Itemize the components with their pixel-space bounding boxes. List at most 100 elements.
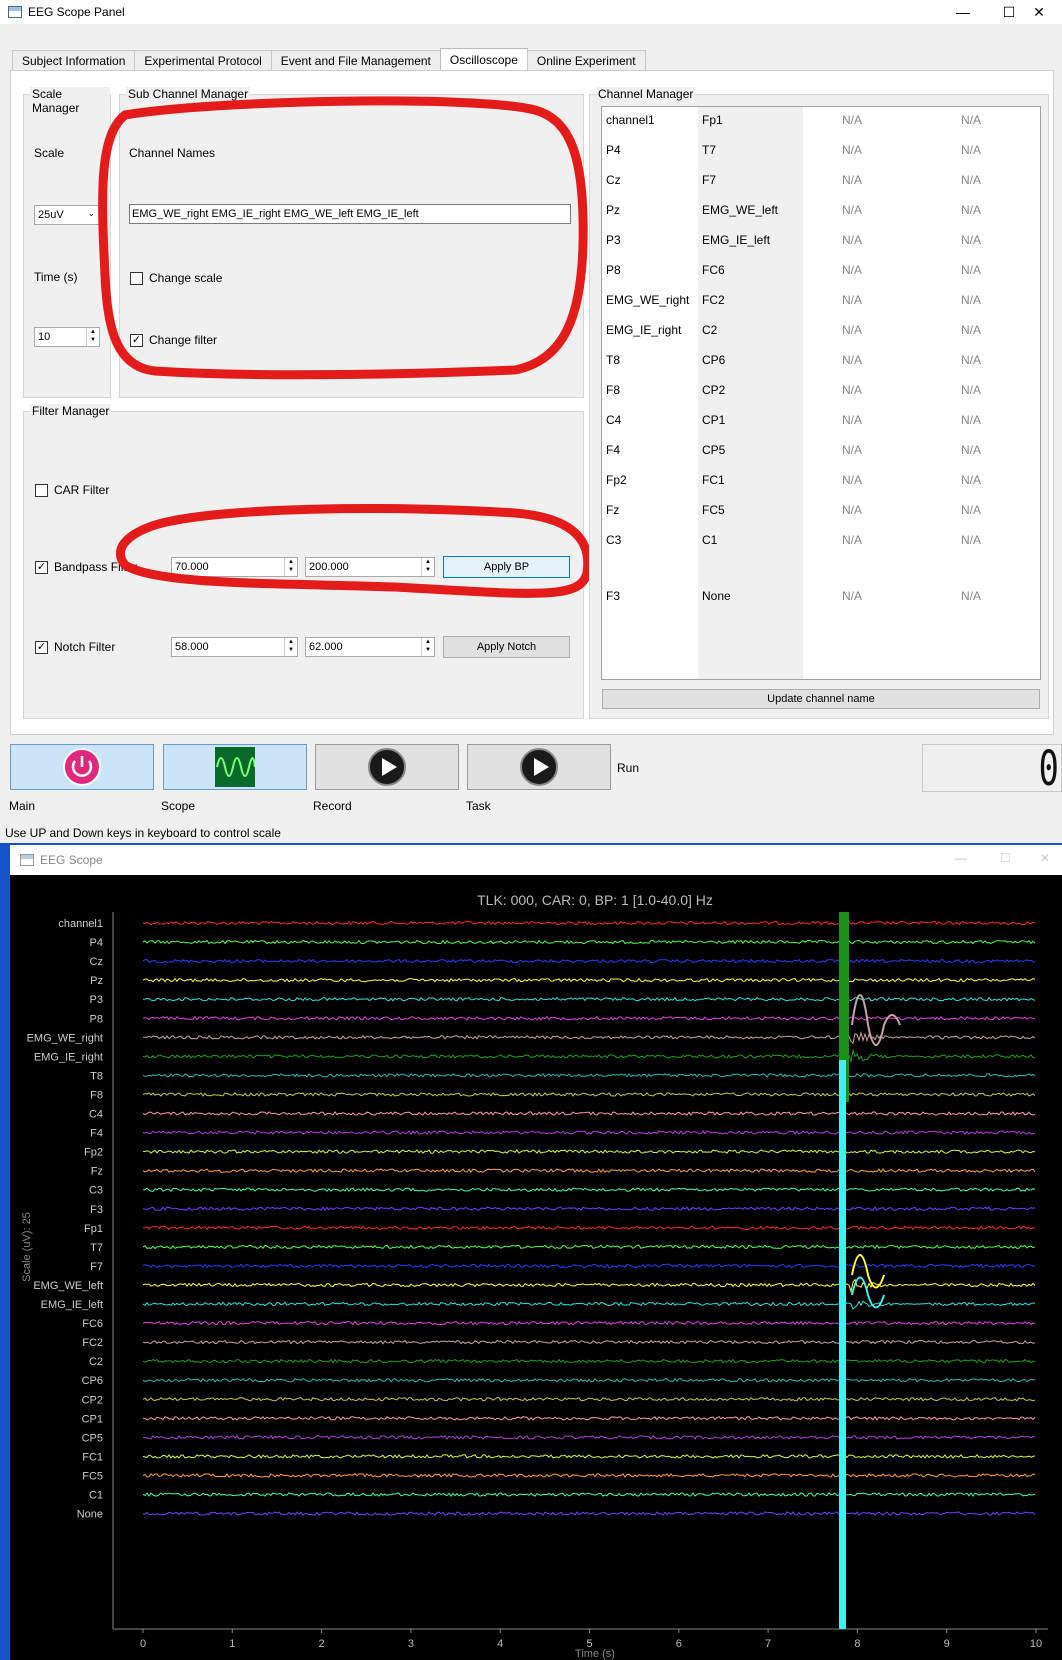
bp-low-spinbox[interactable]: 70.000 ▲ ▼ [171, 557, 298, 577]
channel-cell[interactable]: FC1 [702, 473, 725, 487]
apply-notch-button[interactable]: Apply Notch [443, 636, 570, 658]
channel-cell[interactable]: FC2 [702, 293, 725, 307]
channel-cell[interactable]: T8 [606, 353, 621, 367]
channel-cell[interactable]: N/A [842, 443, 863, 457]
close-button[interactable]: ✕ [1033, 3, 1045, 20]
record-button[interactable] [315, 744, 459, 790]
channel-cell[interactable]: CP1 [702, 413, 726, 427]
channel-row[interactable]: P8 FC6 N/A N/A [602, 263, 1040, 283]
channel-cell[interactable]: N/A [961, 383, 982, 397]
channel-cell[interactable]: CP2 [702, 383, 726, 397]
channel-cell[interactable]: CP5 [702, 443, 726, 457]
channel-cell[interactable]: N/A [842, 233, 863, 247]
main-button[interactable] [10, 744, 154, 790]
channel-cell[interactable]: N/A [961, 203, 982, 217]
channel-names-input[interactable]: EMG_WE_right EMG_IE_right EMG_WE_left EM… [129, 204, 571, 224]
channel-cell[interactable]: EMG_IE_right [606, 323, 682, 337]
channel-cell[interactable]: Pz [606, 203, 621, 217]
channel-cell[interactable]: F4 [606, 443, 621, 457]
channel-cell[interactable]: F8 [606, 383, 621, 397]
channel-row[interactable]: T8 CP6 N/A N/A [602, 353, 1040, 373]
minimize-button[interactable]: — [956, 4, 970, 20]
channel-cell[interactable]: N/A [842, 353, 863, 367]
spin-down-icon[interactable]: ▼ [288, 567, 294, 573]
channel-cell[interactable]: CP6 [702, 353, 726, 367]
channel-cell[interactable]: N/A [961, 533, 982, 547]
channel-cell[interactable]: EMG_WE_left [702, 203, 779, 217]
channel-cell[interactable]: N/A [842, 263, 863, 277]
maximize-button[interactable]: ☐ [1000, 851, 1011, 865]
scope-button[interactable] [163, 744, 307, 790]
minimize-button[interactable]: — [955, 851, 967, 865]
tab-oscilloscope[interactable]: Oscilloscope [439, 48, 528, 70]
channel-row[interactable]: P4 T7 N/A N/A [602, 143, 1040, 163]
channel-cell[interactable]: N/A [961, 503, 982, 517]
notch-low-spinbox[interactable]: 58.000 ▲ ▼ [171, 637, 298, 657]
tab-online-experiment[interactable]: Online Experiment [526, 50, 646, 70]
channel-cell[interactable]: T7 [702, 143, 717, 157]
channel-cell[interactable]: EMG_IE_left [702, 233, 771, 247]
update-channel-name-button[interactable]: Update channel name [602, 689, 1040, 709]
channel-cell[interactable]: N/A [961, 263, 982, 277]
time-spinbox[interactable]: 10 ▲ ▼ [34, 327, 100, 347]
spin-down-icon[interactable]: ▼ [90, 337, 96, 343]
channel-cell[interactable]: P8 [606, 263, 621, 277]
channel-cell[interactable]: FC5 [702, 503, 725, 517]
channel-cell[interactable]: F7 [702, 173, 717, 187]
channel-row[interactable]: channel1 Fp1 N/A N/A [602, 113, 1040, 133]
channel-row[interactable]: Fp2 FC1 N/A N/A [602, 473, 1040, 493]
notch-high-spinbox[interactable]: 62.000 ▲ ▼ [305, 637, 435, 657]
spin-up-icon[interactable]: ▲ [288, 559, 294, 565]
channel-cell[interactable]: N/A [961, 323, 982, 337]
channel-cell[interactable]: N/A [961, 143, 982, 157]
channel-cell[interactable]: N/A [842, 323, 863, 337]
channel-cell[interactable]: C1 [702, 533, 718, 547]
channel-row[interactable]: Fz FC5 N/A N/A [602, 503, 1040, 523]
channel-cell[interactable]: P4 [606, 143, 621, 157]
channel-row[interactable]: F8 CP2 N/A N/A [602, 383, 1040, 403]
change-filter-checkbox[interactable]: ✓ Change filter [130, 333, 217, 347]
bp-high-spinbox[interactable]: 200.000 ▲ ▼ [305, 557, 435, 577]
channel-cell[interactable]: F3 [606, 589, 621, 603]
channel-row[interactable]: C4 CP1 N/A N/A [602, 413, 1040, 433]
channel-cell[interactable]: N/A [842, 533, 863, 547]
channel-cell[interactable]: N/A [842, 143, 863, 157]
channel-row[interactable]: Cz F7 N/A N/A [602, 173, 1040, 193]
apply-bp-button[interactable]: Apply BP [443, 556, 570, 578]
channel-row[interactable]: P3 EMG_IE_left N/A N/A [602, 233, 1040, 253]
spin-up-icon[interactable]: ▲ [425, 559, 431, 565]
channel-cell[interactable]: Fp1 [702, 113, 723, 127]
channel-row[interactable]: EMG_IE_right C2 N/A N/A [602, 323, 1040, 343]
channel-row[interactable]: C3 C1 N/A N/A [602, 533, 1040, 553]
change-scale-checkbox[interactable]: Change scale [130, 271, 222, 285]
channel-cell[interactable]: C3 [606, 533, 622, 547]
channel-cell[interactable]: FC6 [702, 263, 725, 277]
close-button[interactable]: ✕ [1040, 851, 1051, 865]
channel-cell[interactable]: N/A [961, 233, 982, 247]
channel-cell[interactable]: N/A [961, 413, 982, 427]
channel-cell[interactable]: N/A [842, 113, 863, 127]
channel-cell[interactable]: N/A [842, 293, 863, 307]
channel-cell[interactable]: N/A [842, 473, 863, 487]
maximize-button[interactable]: ☐ [1002, 3, 1016, 20]
channel-cell[interactable]: C4 [606, 413, 622, 427]
channel-cell[interactable]: N/A [842, 503, 863, 517]
task-button[interactable] [467, 744, 611, 790]
channel-cell[interactable]: C2 [702, 323, 718, 337]
channel-cell[interactable]: Fp2 [606, 473, 627, 487]
channel-row[interactable]: Pz EMG_WE_left N/A N/A [602, 203, 1040, 223]
bandpass-filter-checkbox[interactable]: ✓ Bandpass Filter [35, 560, 137, 574]
channel-cell[interactable]: P3 [606, 233, 621, 247]
tab-subject-information[interactable]: Subject Information [12, 50, 136, 70]
channel-cell[interactable]: Cz [606, 173, 621, 187]
channel-cell[interactable]: N/A [961, 353, 982, 367]
channel-row[interactable]: EMG_WE_right FC2 N/A N/A [602, 293, 1040, 313]
channel-cell[interactable]: N/A [961, 173, 982, 187]
channel-cell[interactable]: N/A [842, 413, 863, 427]
channel-cell[interactable]: N/A [961, 113, 982, 127]
channel-row[interactable]: F3 None N/A N/A [602, 589, 1040, 609]
notch-filter-checkbox[interactable]: ✓ Notch Filter [35, 640, 115, 654]
spin-down-icon[interactable]: ▼ [425, 647, 431, 653]
channel-cell[interactable]: N/A [961, 589, 982, 603]
channel-cell[interactable]: N/A [961, 293, 982, 307]
